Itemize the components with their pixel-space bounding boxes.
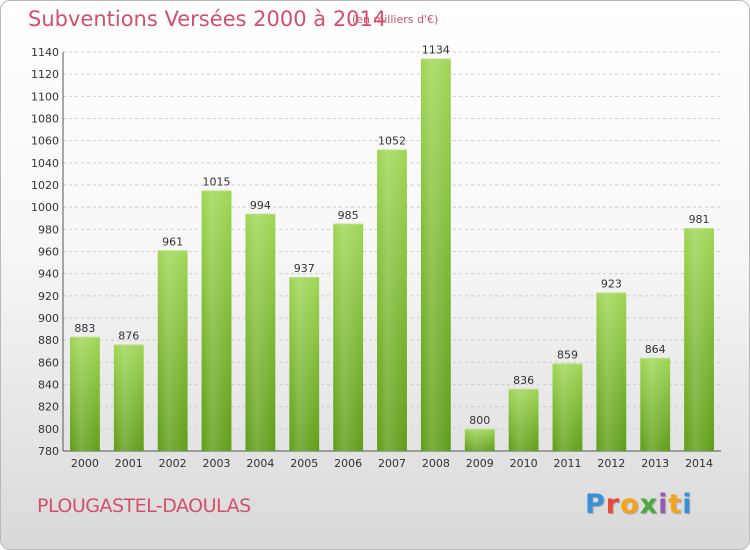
axes: 780 800 820 840 860 880 900 920 940 960 980 1000 102… — [31, 46, 721, 470]
y-tick-label: 880 — [38, 334, 59, 347]
x-tick-label: 2000 — [71, 457, 99, 470]
bar-gloss — [377, 149, 407, 452]
bar-gloss — [113, 344, 144, 451]
logo-letter: x — [639, 489, 659, 520]
x-tick-label: 2001 — [115, 457, 143, 470]
y-tick-label: 780 — [38, 445, 59, 458]
logo-letter: r — [605, 489, 621, 520]
bar-gloss — [684, 228, 714, 451]
y-tick-label: 1100 — [31, 90, 59, 103]
data-labels: 883 876 961 1015 994 937 985 1052 1134 800 836 859 9… — [74, 44, 709, 427]
y-tick-label: 960 — [38, 246, 59, 259]
bar-value-label: 1052 — [378, 135, 406, 148]
bar-value-label: 1015 — [203, 176, 231, 189]
chart-title: Subventions Versées 2000 à 2014 — [28, 7, 387, 31]
x-tick-label: 2009 — [466, 457, 494, 470]
y-tick-label: 1140 — [31, 46, 59, 59]
bar-gloss — [640, 357, 671, 451]
y-tick-label: 800 — [38, 423, 59, 436]
y-tick-label: 1080 — [31, 113, 59, 126]
bar-value-label: 981 — [689, 213, 710, 226]
x-tick-label: 2014 — [685, 457, 713, 470]
y-tick-label: 920 — [38, 290, 59, 303]
bar-gloss — [245, 213, 276, 451]
bar-gloss — [333, 223, 364, 451]
y-tick-label: 860 — [38, 356, 59, 369]
x-tick-label: 2007 — [378, 457, 406, 470]
bar-value-label: 937 — [294, 262, 315, 275]
y-tick-label: 820 — [38, 401, 59, 414]
commune-name: PLOUGASTEL-DAOULAS — [37, 495, 251, 517]
bar-value-label: 985 — [338, 209, 359, 222]
x-tick-label: 2002 — [159, 457, 187, 470]
chart-subtitle: (en milliers d'€) — [352, 13, 439, 26]
y-tick-label: 980 — [38, 223, 59, 236]
bar-value-label: 923 — [601, 278, 622, 291]
x-tick-label: 2005 — [290, 457, 318, 470]
y-tick-label: 1000 — [31, 201, 59, 214]
y-tick-label: 940 — [38, 268, 59, 281]
x-tick-label: 2004 — [246, 457, 274, 470]
logo-letter: i — [682, 489, 693, 520]
bar-value-label: 859 — [557, 348, 578, 361]
proxiti-logo[interactable]: Proxiti — [585, 489, 693, 520]
bar-value-label: 961 — [162, 235, 183, 248]
logo-letter: i — [658, 489, 669, 520]
bar-gloss — [420, 58, 451, 452]
y-tick-label: 1040 — [31, 157, 59, 170]
bars — [70, 58, 714, 452]
bar-gloss — [596, 292, 627, 451]
y-tick-label: 840 — [38, 379, 59, 392]
x-tick-label: 2013 — [641, 457, 669, 470]
x-tick-label: 2006 — [334, 457, 362, 470]
bar-gloss — [70, 336, 100, 451]
bar-value-label: 800 — [469, 414, 490, 427]
y-tick-label: 1020 — [31, 179, 59, 192]
y-tick-label: 1120 — [31, 68, 59, 81]
bar-gloss — [464, 428, 495, 451]
bar-gloss — [201, 190, 232, 451]
x-tick-label: 2010 — [510, 457, 538, 470]
y-tick-label: 900 — [38, 312, 59, 325]
bar-value-label: 876 — [118, 330, 139, 343]
logo-letter: t — [668, 489, 683, 520]
bar-value-label: 883 — [74, 322, 95, 335]
x-tick-label: 2003 — [203, 457, 231, 470]
bar-gloss — [157, 250, 188, 451]
y-tick-label: 1060 — [31, 135, 59, 148]
x-tick-label: 2012 — [597, 457, 625, 470]
bar-value-label: 1134 — [422, 44, 450, 57]
x-tick-label: 2008 — [422, 457, 450, 470]
logo-letter: P — [585, 489, 606, 520]
bar-gloss — [552, 363, 583, 451]
logo-letter: o — [620, 489, 640, 520]
bar-value-label: 994 — [250, 199, 271, 212]
bar-gloss — [508, 388, 539, 451]
bar-value-label: 836 — [513, 374, 534, 387]
x-tick-label: 2011 — [553, 457, 581, 470]
bar-gloss — [289, 276, 320, 451]
bar-value-label: 864 — [645, 343, 666, 356]
